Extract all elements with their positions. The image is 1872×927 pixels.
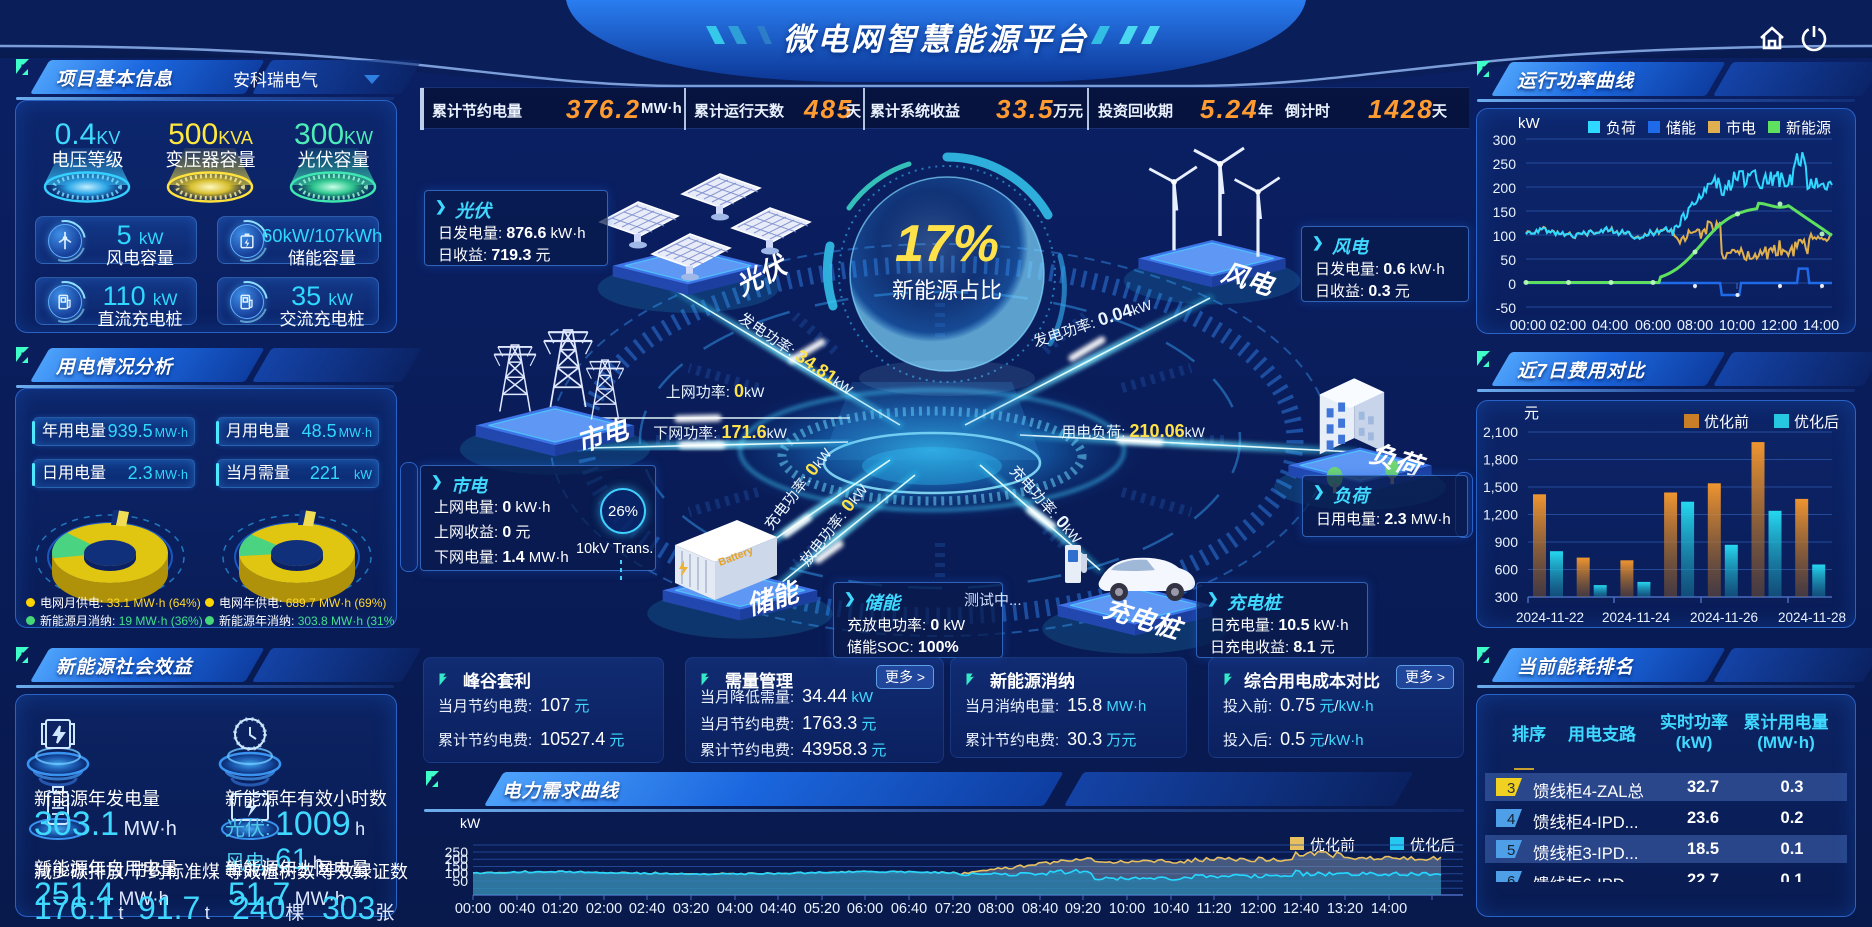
svg-text:kW: kW xyxy=(460,815,481,831)
svg-text:2024-11-28: 2024-11-28 xyxy=(1778,610,1846,625)
svg-text:3: 3 xyxy=(1507,780,1515,797)
svg-text:04:40: 04:40 xyxy=(760,901,796,917)
svg-text:10:40: 10:40 xyxy=(1153,901,1189,917)
svg-text:01:20: 01:20 xyxy=(542,901,578,917)
svg-text:2024-11-26: 2024-11-26 xyxy=(1690,610,1758,625)
svg-text:50: 50 xyxy=(452,873,468,889)
svg-text:200: 200 xyxy=(1493,180,1517,196)
svg-text:00:00: 00:00 xyxy=(1510,318,1546,334)
svg-text:11:20: 11:20 xyxy=(1196,901,1231,917)
svg-text:10:00: 10:00 xyxy=(1719,318,1755,334)
svg-text:12:00: 12:00 xyxy=(1240,901,1276,917)
svg-text:1,800: 1,800 xyxy=(1483,452,1518,468)
svg-text:1,500: 1,500 xyxy=(1483,479,1518,495)
svg-text:储能: 储能 xyxy=(1666,120,1696,137)
svg-text:新能源占比: 新能源占比 xyxy=(892,278,1002,303)
svg-text:14:00: 14:00 xyxy=(1371,901,1407,917)
svg-text:kW: kW xyxy=(1518,115,1541,132)
svg-text:200: 200 xyxy=(445,851,469,867)
svg-text:250: 250 xyxy=(1493,156,1517,172)
svg-text:10:00: 10:00 xyxy=(1109,901,1145,917)
svg-text:600: 600 xyxy=(1495,562,1519,578)
svg-text:02:00: 02:00 xyxy=(586,901,622,917)
svg-text:5: 5 xyxy=(1507,842,1515,859)
svg-text:12:40: 12:40 xyxy=(1283,901,1319,917)
svg-text:1,200: 1,200 xyxy=(1483,507,1518,523)
svg-text:02:00: 02:00 xyxy=(1550,318,1586,334)
svg-text:00:40: 00:40 xyxy=(499,901,535,917)
svg-text:2,100: 2,100 xyxy=(1483,424,1518,440)
svg-text:02:40: 02:40 xyxy=(629,901,665,917)
svg-text:-50: -50 xyxy=(1496,300,1516,316)
svg-text:08:40: 08:40 xyxy=(1022,901,1058,917)
svg-text:12:00: 12:00 xyxy=(1761,318,1797,334)
svg-text:用电负荷: 210.06kW: 用电负荷: 210.06kW xyxy=(1061,421,1205,441)
svg-text:06:00: 06:00 xyxy=(1635,318,1671,334)
svg-text:2024-11-24: 2024-11-24 xyxy=(1602,610,1671,625)
svg-text:13:20: 13:20 xyxy=(1327,901,1363,917)
svg-text:06:40: 06:40 xyxy=(891,901,927,917)
svg-text:250: 250 xyxy=(445,844,469,860)
svg-text:元: 元 xyxy=(1524,405,1539,422)
svg-text:150: 150 xyxy=(1493,204,1517,220)
svg-text:50: 50 xyxy=(1500,252,1516,268)
svg-text:市电: 市电 xyxy=(1726,120,1756,137)
svg-text:6: 6 xyxy=(1507,873,1515,882)
svg-text:0: 0 xyxy=(1508,276,1516,292)
svg-text:03:20: 03:20 xyxy=(673,901,709,917)
svg-text:上网功率: 0kW: 上网功率: 0kW xyxy=(666,381,765,401)
svg-text:300: 300 xyxy=(1495,589,1519,605)
svg-text:300: 300 xyxy=(1493,132,1517,148)
svg-text:100: 100 xyxy=(1493,228,1517,244)
svg-text:17%: 17% xyxy=(895,215,999,273)
svg-text:新能源: 新能源 xyxy=(1786,120,1831,137)
svg-text:09:20: 09:20 xyxy=(1065,901,1101,917)
svg-text:14:00: 14:00 xyxy=(1803,318,1839,334)
svg-text:150: 150 xyxy=(445,858,469,874)
svg-text:04:00: 04:00 xyxy=(717,901,753,917)
svg-text:优化后: 优化后 xyxy=(1794,414,1839,431)
svg-text:100: 100 xyxy=(445,865,469,881)
svg-text:2024-11-22: 2024-11-22 xyxy=(1516,610,1584,625)
svg-text:06:00: 06:00 xyxy=(847,901,883,917)
svg-text:05:20: 05:20 xyxy=(804,901,840,917)
svg-text:900: 900 xyxy=(1495,534,1519,550)
svg-text:08:00: 08:00 xyxy=(978,901,1014,917)
svg-text:08:00: 08:00 xyxy=(1677,318,1713,334)
svg-text:04:00: 04:00 xyxy=(1592,318,1628,334)
svg-text:4: 4 xyxy=(1507,811,1515,828)
svg-text:负荷: 负荷 xyxy=(1606,120,1636,137)
svg-text:下网功率: 171.6kW: 下网功率: 171.6kW xyxy=(653,422,787,442)
svg-text:00:00: 00:00 xyxy=(455,901,491,917)
svg-text:优化前: 优化前 xyxy=(1704,414,1749,431)
svg-text:07:20: 07:20 xyxy=(935,901,971,917)
